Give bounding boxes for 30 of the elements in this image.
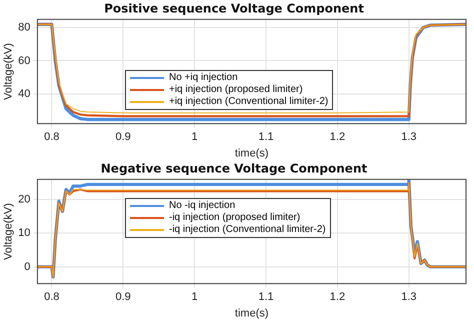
y-tick-label: 60 xyxy=(18,54,30,67)
y-tick-label: 40 xyxy=(18,88,30,100)
legend-label: +iq injection (proposed limiter) xyxy=(169,84,303,96)
x-tick-label: 0.8 xyxy=(44,131,60,144)
x-tick-label: 0.8 xyxy=(44,291,60,304)
legend-label: +iq injection (Conventional limiter-2) xyxy=(169,96,328,108)
y-tick-label: 0 xyxy=(24,260,30,273)
chart-title: Negative sequence Voltage Component xyxy=(100,161,368,176)
x-tick-label: 1 xyxy=(192,131,198,144)
x-tick-label: 1.1 xyxy=(258,131,274,144)
y-tick-label: 80 xyxy=(18,22,30,34)
y-tick-label: 10 xyxy=(18,227,30,240)
chart-title: Positive sequence Voltage Component xyxy=(104,1,364,16)
x-axis-title: time(s) xyxy=(234,307,269,320)
x-tick-label: 1.3 xyxy=(401,131,417,144)
x-tick-label: 0.9 xyxy=(116,131,131,144)
y-tick-label: 20 xyxy=(18,194,30,206)
y-axis-title: Voltage(kV) xyxy=(2,43,15,100)
x-tick-label: 1 xyxy=(192,291,198,304)
x-tick-label: 1.3 xyxy=(401,291,417,304)
y-axis-title: Voltage(kV) xyxy=(2,203,15,260)
legend-label: No -iq injection xyxy=(169,200,236,212)
legend-label: -iq injection (proposed limiter) xyxy=(169,212,300,224)
x-tick-label: 1.1 xyxy=(258,291,274,304)
x-axis-title: time(s) xyxy=(234,147,269,160)
x-tick-label: 1.2 xyxy=(330,291,346,304)
legend-label: -iq injection (Conventional limiter-2) xyxy=(169,224,326,236)
x-tick-label: 0.9 xyxy=(116,291,131,304)
legend-label: No +iq injection xyxy=(169,72,238,84)
x-tick-label: 1.2 xyxy=(330,131,346,144)
